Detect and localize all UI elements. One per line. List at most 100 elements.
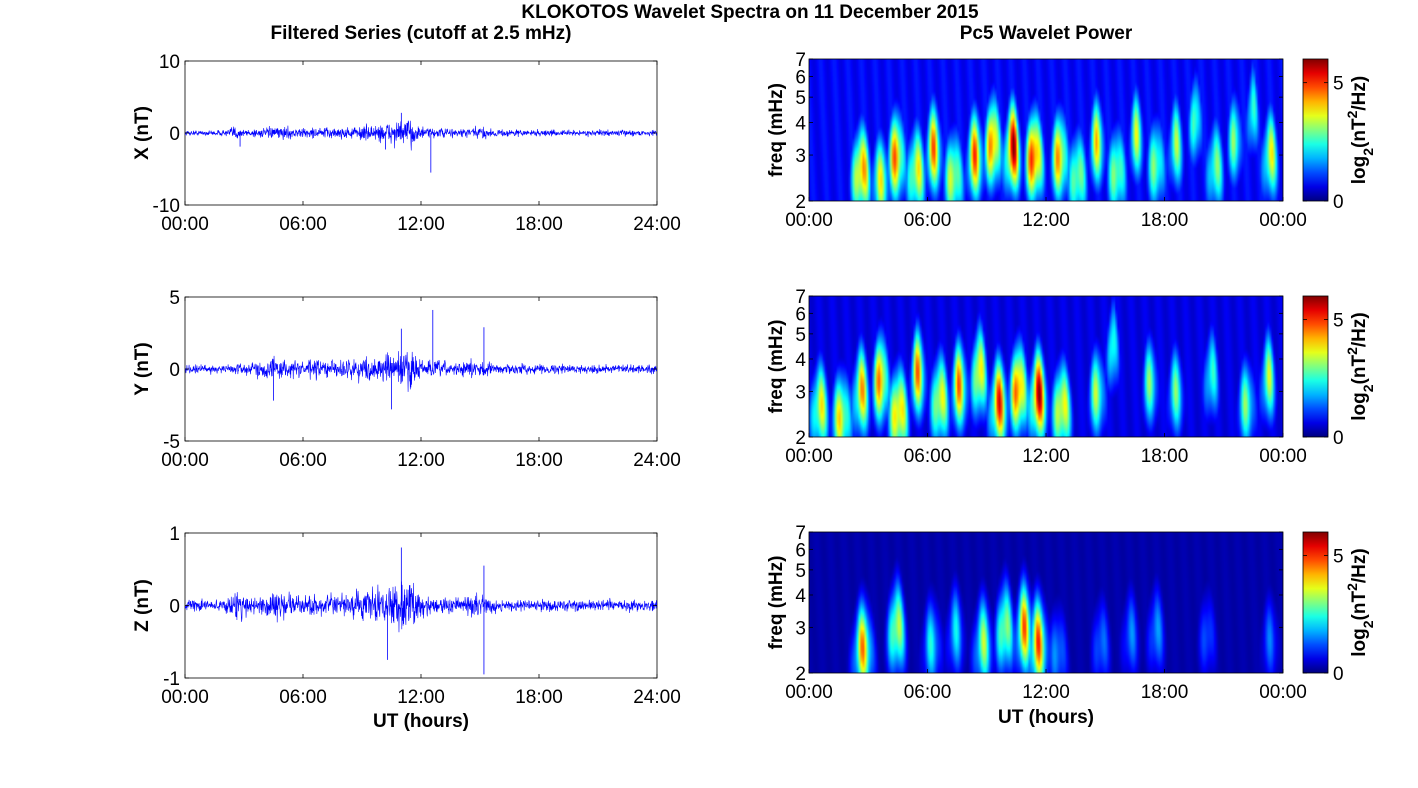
colorbar-label-sup: 2 [1344, 583, 1360, 591]
colorbar-label-tail: /Hz) [1349, 312, 1370, 347]
series-panel-z: 1 0 -100:00 06:00 12:00 18:00 24:00 Z (nT) [132, 524, 681, 708]
y-tick-label: 5 [795, 561, 806, 582]
y-tick-label: 0 [169, 360, 180, 381]
y-axis-label: freq (mHz) [766, 320, 787, 414]
colorbar-tick-label: 0 [1333, 192, 1344, 213]
y-tick-label: 4 [795, 113, 806, 134]
x-tick-label: 12:00 [397, 687, 445, 708]
x-tick-label: 06:00 [904, 446, 952, 467]
x-tick-label: 12:00 [1022, 210, 1070, 231]
series-trace [185, 581, 657, 633]
y-tick-label: 3 [795, 618, 806, 639]
y-tick-label: 3 [795, 382, 806, 403]
y-tick-label: 5 [795, 88, 806, 109]
y-tick-label: 2 [795, 428, 806, 449]
y-tick-label: 7 [795, 50, 806, 71]
colorbar-tick-label: 0 [1333, 664, 1344, 685]
y-tick-label: 2 [795, 664, 806, 685]
x-tick-label: 18:00 [1141, 682, 1189, 703]
series-trace [185, 351, 657, 392]
y-tick-label: 6 [795, 67, 806, 88]
series-panel-y: 5 0 -500:00 06:00 12:00 18:00 24:00 Y (nT) [132, 288, 681, 471]
colorbar-tick-label: 5 [1333, 74, 1344, 95]
x-tick-label: 00:00 [1259, 210, 1307, 231]
panels: 10 0 -1 0 00:00 06:00 12:00 18:00 24:00 X (nT) 5 0 -… [132, 50, 1376, 708]
y-axis-label: X (nT) [132, 106, 153, 160]
x-tick-label: 18:00 [515, 214, 563, 235]
x-tick-label: 00:00 [1259, 446, 1307, 467]
y-tick-label: 0 [169, 124, 180, 145]
colorbar-tick-label: 5 [1333, 311, 1344, 332]
x-tick-label: 18:00 [515, 450, 563, 471]
x-tick-label: 12:00 [1022, 682, 1070, 703]
y-tick-label: 6 [795, 540, 806, 561]
y-tick-label: 5 [169, 288, 180, 309]
colorbar-tick-label: 5 [1333, 547, 1344, 568]
right-x-axis-label: UT (hours) [998, 707, 1094, 728]
colorbar-label-sup: 2 [1344, 110, 1360, 118]
x-tick-label: 12:00 [1022, 446, 1070, 467]
x-tick-label: 00:00 [161, 687, 209, 708]
colorbar-label-sub: 2 [1360, 620, 1376, 628]
colorbar-label-sub: 2 [1360, 384, 1376, 392]
colorbar-label: log2(nT2/Hz) [1344, 76, 1376, 184]
y-axis-label: freq (mHz) [766, 83, 787, 177]
y-tick-label: -1 [163, 669, 180, 690]
x-tick-label: 12:00 [397, 214, 445, 235]
x-tick-label: 06:00 [904, 682, 952, 703]
y-axis-label: Y (nT) [132, 342, 153, 395]
colorbar-label-paren: (nT [1349, 355, 1370, 385]
x-tick-label: 00:00 [785, 446, 833, 467]
y-tick-label: 4 [795, 350, 806, 371]
y-tick-label: 4 [795, 586, 806, 607]
colorbar-scale [1302, 531, 1329, 674]
y-tick-label: 5 [795, 325, 806, 346]
y-axis-label: Z (nT) [132, 579, 153, 632]
x-tick-label: 00:00 [161, 214, 209, 235]
x-tick-label: 12:00 [397, 450, 445, 471]
x-tick-label: 18:00 [1141, 446, 1189, 467]
left-column-title: Filtered Series (cutoff at 2.5 mHz) [271, 23, 572, 44]
x-tick-label: 24:00 [633, 450, 681, 471]
x-tick-label: 00:00 [161, 450, 209, 471]
x-tick-label: 24:00 [633, 687, 681, 708]
wavelet-power-image [809, 59, 1283, 201]
colorbar-label: log2(nT2/Hz) [1344, 548, 1376, 656]
y-tick-label: 2 [795, 192, 806, 213]
x-tick-label: 06:00 [279, 214, 327, 235]
x-tick-label: 00:00 [785, 210, 833, 231]
y-tick-label: -5 [163, 432, 180, 453]
y-tick-label: 7 [795, 287, 806, 308]
colorbar-label-tail: /Hz) [1349, 548, 1370, 583]
colorbar-label-sup: 2 [1344, 347, 1360, 355]
y-tick-label: 10 [159, 52, 180, 73]
wavelet-power-image [809, 532, 1283, 673]
y-axis-label: freq (mHz) [766, 556, 787, 650]
colorbar-tick-label: 0 [1333, 428, 1344, 449]
y-tick-label: 0 [169, 597, 180, 618]
x-tick-label: 06:00 [279, 450, 327, 471]
y-tick-label: 6 [795, 304, 806, 325]
colorbar-label: log2(nT2/Hz) [1344, 312, 1376, 420]
x-tick-label: 06:00 [279, 687, 327, 708]
series-trace [185, 120, 657, 151]
x-tick-label: 18:00 [1141, 210, 1189, 231]
figure-title: KLOKOTOS Wavelet Spectra on 11 December … [521, 2, 979, 23]
colorbar-scale [1302, 58, 1329, 202]
colorbar-label-log: log [1349, 628, 1370, 657]
y-tick-label: 7 [795, 523, 806, 544]
colorbar-label-tail: /Hz) [1349, 76, 1370, 111]
colorbar-label-log: log [1349, 392, 1370, 421]
x-tick-label: 24:00 [633, 214, 681, 235]
left-x-axis-label: UT (hours) [373, 711, 469, 732]
colorbar-scale [1302, 295, 1329, 438]
y-tick-label: 3 [795, 146, 806, 167]
wavelet-power-image [809, 296, 1283, 437]
